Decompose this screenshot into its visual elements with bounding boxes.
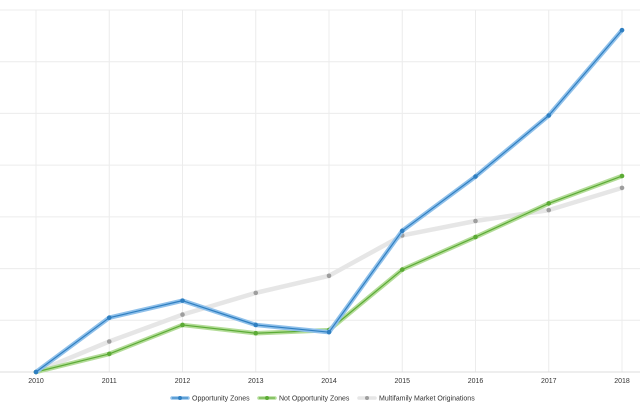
data-point	[253, 322, 259, 328]
data-point	[473, 174, 478, 179]
data-point	[180, 298, 185, 303]
legend-item: Opportunity Zones	[170, 396, 250, 403]
data-point	[473, 218, 478, 224]
data-point	[180, 322, 185, 328]
data-point	[619, 27, 625, 33]
legend-label: Opportunity Zones	[192, 396, 250, 403]
data-point	[33, 369, 39, 375]
legend-label: Multifamily Market Originations	[379, 396, 475, 403]
data-point	[619, 185, 625, 191]
data-point	[399, 228, 405, 234]
data-point	[253, 330, 259, 336]
legend-swatch-marker	[178, 396, 182, 400]
x-tick-label: 2018	[614, 378, 630, 385]
x-tick-label: 2015	[394, 378, 410, 385]
data-point	[546, 207, 552, 213]
x-tick-label: 2011	[102, 378, 117, 385]
x-tick-label: 2012	[175, 378, 191, 385]
chart-series	[33, 27, 625, 375]
data-point	[546, 113, 552, 118]
data-point	[326, 329, 332, 335]
series-opportunity-zones	[33, 27, 625, 375]
legend-item: Not Opportunity Zones	[257, 396, 350, 403]
legend-swatch-marker	[365, 396, 369, 400]
chart-legend: Opportunity Zones Not Opportunity Zones Mu…	[170, 396, 475, 403]
data-point	[399, 267, 405, 272]
x-tick-label: 2014	[321, 378, 337, 385]
data-point	[546, 201, 552, 206]
data-point	[619, 173, 625, 179]
x-tick-label: 2013	[248, 378, 264, 385]
legend-label: Not Opportunity Zones	[279, 396, 350, 403]
data-point	[106, 351, 112, 357]
legend-item: Multifamily Market Originations	[357, 396, 475, 403]
x-tick-label: 2010	[28, 378, 44, 385]
data-point	[106, 339, 112, 344]
x-tick-label: 2016	[468, 378, 484, 385]
x-axis-tick-labels: 2010 2011 2012 2013 2014 2015 2016 2017 2018	[28, 378, 630, 385]
chart-grid	[0, 9, 640, 373]
data-point	[326, 273, 332, 279]
data-point	[473, 234, 478, 240]
data-point	[106, 315, 112, 321]
legend-swatch-marker	[265, 396, 269, 400]
data-point	[253, 290, 259, 296]
x-tick-label: 2017	[541, 378, 557, 385]
data-point	[180, 312, 185, 317]
